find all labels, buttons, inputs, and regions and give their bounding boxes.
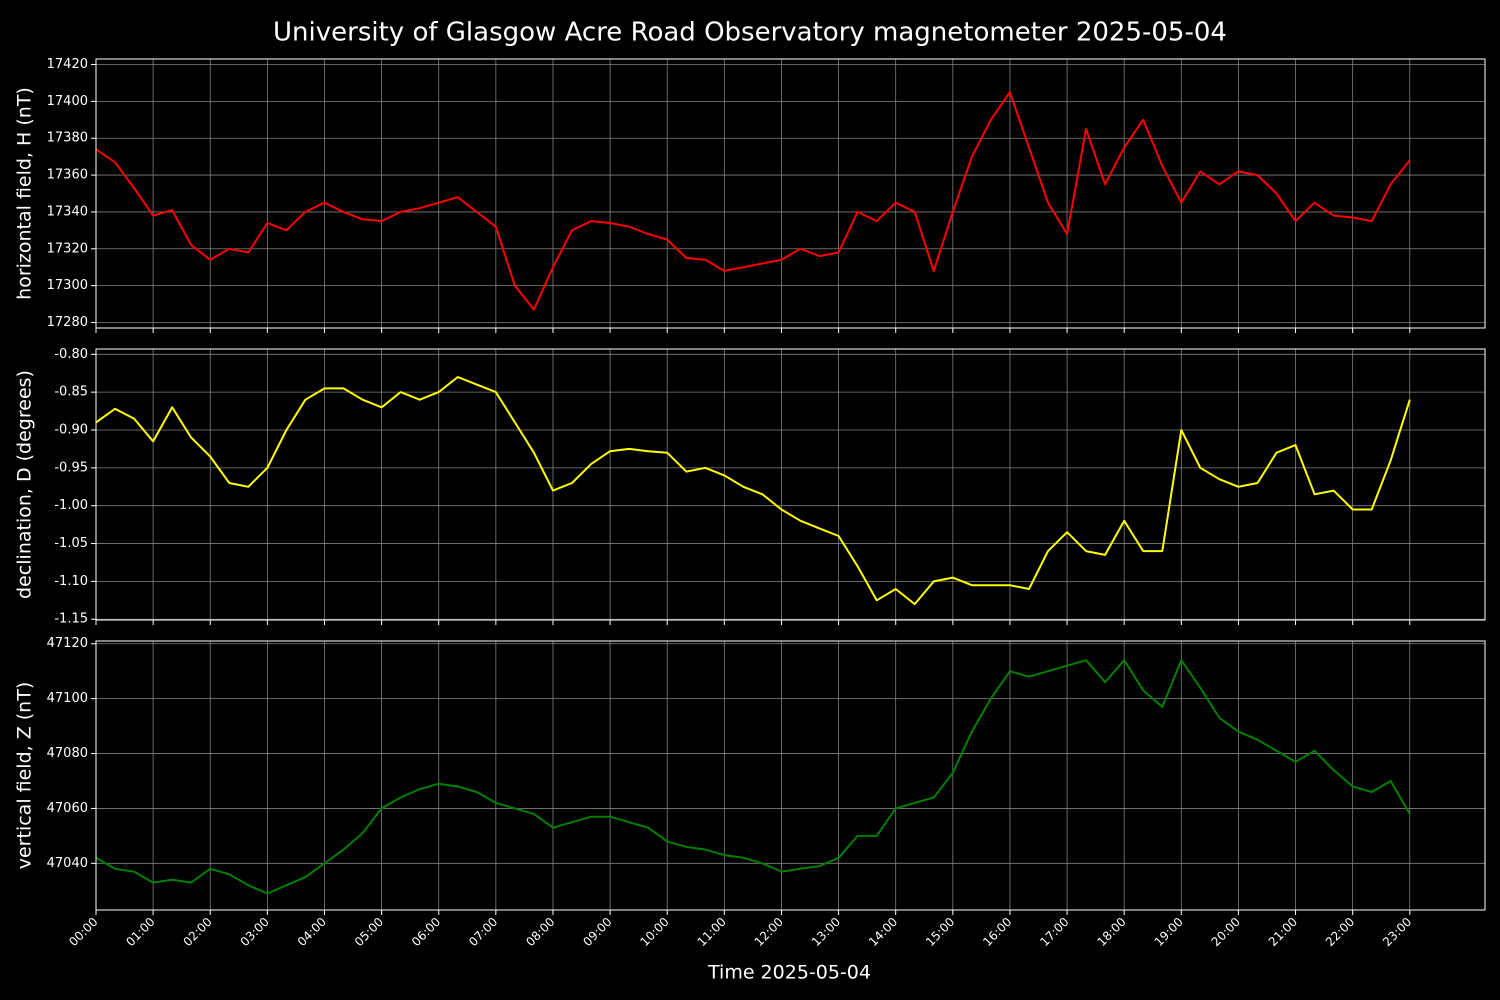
y-tick-label: 17320 xyxy=(47,241,88,256)
y-tick-label: -1.15 xyxy=(54,612,88,627)
y-tick-label: -0.90 xyxy=(54,422,88,437)
y-tick-label: 17300 xyxy=(47,278,88,293)
y-tick-label: -1.05 xyxy=(54,536,88,551)
y-tick-label: 47080 xyxy=(47,746,88,761)
y-tick-label: 47040 xyxy=(47,856,88,871)
data-line xyxy=(95,376,1411,606)
y-tick-label: 17400 xyxy=(47,94,88,109)
y-tick-label: -0.85 xyxy=(54,385,88,400)
data-line xyxy=(95,91,1411,311)
y-tick-label: 47100 xyxy=(47,691,88,706)
y-axis-label: declination, D (degrees) xyxy=(14,370,36,599)
plot-frame xyxy=(95,58,1486,329)
y-axis-label: horizontal field, H (nT) xyxy=(14,87,36,300)
plot-frame xyxy=(95,348,1486,621)
y-tick-label: 47060 xyxy=(47,801,88,816)
y-tick-label: 47120 xyxy=(47,636,88,651)
y-tick-label: -1.10 xyxy=(54,574,88,589)
y-tick-label: 17380 xyxy=(47,131,88,146)
y-axis-label: vertical field, Z (nT) xyxy=(14,682,36,870)
y-tick-label: -0.95 xyxy=(54,460,88,475)
y-tick-label: 17360 xyxy=(47,168,88,183)
y-tick-label: 17340 xyxy=(47,204,88,219)
y-tick-label: 17280 xyxy=(47,315,88,330)
chart-title: University of Glasgow Acre Road Observat… xyxy=(273,18,1227,48)
plot-frame xyxy=(95,640,1486,911)
y-tick-label: -0.80 xyxy=(54,347,88,362)
y-tick-label: -1.00 xyxy=(54,498,88,513)
x-axis-label: Time 2025-05-04 xyxy=(707,962,871,984)
data-line xyxy=(95,659,1411,895)
y-tick-label: 17420 xyxy=(47,57,88,72)
